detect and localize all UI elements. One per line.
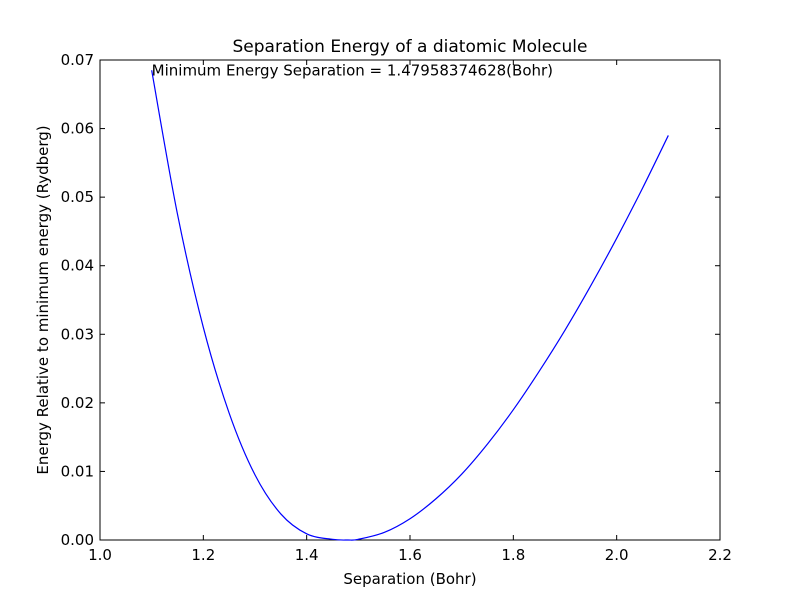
y-tick-label: 0.04 [61,257,94,275]
energy-curve-line [151,70,669,541]
x-tick-label: 1.4 [295,546,319,564]
y-tick-label: 0.01 [61,462,94,480]
y-tick-label: 0.06 [61,120,94,138]
chart-title: Separation Energy of a diatomic Molecule [233,37,588,57]
y-axis-ticks: 0.00 0.01 0.02 0.03 0.04 0.05 0.06 0.07 [61,51,720,549]
plot-frame [99,59,721,541]
x-axis-ticks: 1.0 1.2 1.4 1.6 1.8 2.0 2.2 [88,60,732,564]
y-tick-label: 0.00 [61,531,94,549]
x-tick-label: 1.0 [88,546,112,564]
x-tick-label: 2.2 [708,546,732,564]
y-axis-label: Energy Relative to minimum energy (Rydbe… [34,125,52,474]
y-tick-label: 0.03 [61,325,94,343]
minimum-energy-annotation: Minimum Energy Separation = 1.4795837462… [152,61,553,79]
x-tick-label: 2.0 [605,546,629,564]
x-axis-label: Separation (Bohr) [343,570,476,588]
series-layer [151,70,669,541]
y-tick-label: 0.02 [61,394,94,412]
x-tick-label: 1.6 [398,546,422,564]
y-tick-label: 0.07 [61,51,94,69]
y-tick-label: 0.05 [61,188,94,206]
x-tick-label: 1.2 [191,546,215,564]
x-tick-label: 1.8 [501,546,525,564]
